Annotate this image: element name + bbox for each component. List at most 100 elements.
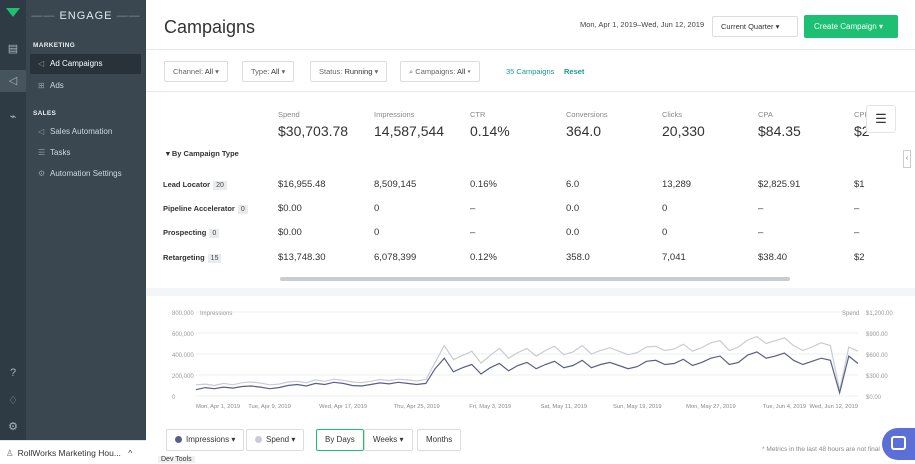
gear-icon: ⚙ [38,169,46,178]
cell: 0.12% [470,252,497,263]
x-tick-label: Tue, Jun 4, 2019 [763,404,806,410]
months-button[interactable]: Months [417,429,462,451]
legend-dot-impressions [175,436,182,443]
campaign-count-badge: 0 [209,229,220,238]
cell: – [854,227,860,238]
gear-icon[interactable]: ⚙ [8,421,18,433]
x-tick-label: Thu, Apr 25, 2019 [394,404,440,410]
logo-icon[interactable] [6,8,20,17]
chevron-down-icon: ▾ [775,22,780,31]
cell: $13,748.30 [278,252,326,263]
sidebar-item-sales-automation[interactable]: ◁ Sales Automation [30,122,141,142]
grid-icon: ⊞ [38,81,45,90]
x-tick-label: Sat, May 11, 2019 [540,404,587,410]
cell: 7,041 [662,252,686,263]
horizontal-scrollbar[interactable] [280,277,790,281]
megaphone-icon: ◁ [38,59,45,68]
header-impressions[interactable]: Impressions [374,110,415,119]
calendar-icon[interactable]: ▤ [7,43,19,55]
sidebar-section-marketing: MARKETING [33,42,76,49]
group-by-toggle[interactable]: ▾ By Campaign Type [166,149,239,158]
x-tick-label: Sun, May 19, 2019 [613,404,662,410]
x-tick-label: Mon, May 27, 2019 [686,404,736,410]
bell-icon[interactable]: ♢ [8,395,18,407]
campaigns-filter[interactable]: ⌕ Campaigns: All ▾ [400,61,480,82]
cell: 8,509,145 [374,179,417,190]
quarter-select[interactable]: Current Quarter ▾ [712,16,798,37]
campaign-count-badge: 0 [237,205,248,214]
cell: $38.40 [758,252,788,263]
cell: 0 [374,203,380,214]
help-icon[interactable]: ? [9,367,17,379]
header-cpi[interactable]: CPI [854,110,867,119]
total-impressions: 14,587,544 [374,123,445,139]
sidebar-item-tasks[interactable]: ☰ Tasks [30,143,141,163]
left-tick-label: 400,000 [172,353,194,359]
total-ctr: 0.14% [470,123,510,139]
cell: $16,955.48 [278,179,326,190]
chevron-down-icon: ▾ [291,435,296,444]
search-icon: ⌕ [409,67,414,76]
status-filter[interactable]: Status: Running ▾ [310,61,388,82]
chevron-down-icon: ▾ [374,67,379,76]
cell: – [470,227,476,238]
left-axis-label: Impressions [200,311,232,317]
sidebar-section-sales: SALES [33,110,57,117]
cell: 13,289 [662,179,692,190]
cell: – [758,203,764,214]
x-tick-label: Fri, May 3, 2019 [469,404,511,410]
account-switcher[interactable]: ♙ RollWorks Marketing Hou... ^ [0,440,146,464]
chart-icon[interactable]: ⌁ [9,111,17,123]
menu-icon[interactable]: ☰ [866,105,896,133]
cell: 358.0 [566,252,590,263]
type-filter[interactable]: Type: All ▾ [242,61,295,82]
panel-toggle[interactable]: ‹ [903,150,911,168]
row-label-pipeline-accelerator[interactable]: Pipeline Accelerator 0 [163,204,248,214]
date-range-picker[interactable]: Mon, Apr 1, 2019–Wed, Jun 12, 2019 [580,20,705,29]
dev-tools-toggle[interactable]: Dev Tools [158,456,195,463]
left-tick-label: 0 [172,395,176,401]
chevron-down-icon: ▾ [878,22,883,31]
row-label-retargeting[interactable]: Retargeting 15 [163,253,222,263]
cell: 6,078,399 [374,252,417,263]
cell: – [470,203,476,214]
cell: 0 [374,227,380,238]
header-spend[interactable]: Spend [278,110,300,119]
campaign-count-badge: 15 [207,254,222,263]
account-name: RollWorks Marketing Hou... [17,448,121,458]
spend-metric-select[interactable]: Spend ▾ [246,429,305,451]
weeks-button[interactable]: Weeks ▾ [364,429,413,451]
channel-filter[interactable]: Channel: All ▾ [164,61,228,82]
total-cpa: $84.35 [758,123,801,139]
cell: 6.0 [566,179,580,190]
reset-filters-link[interactable]: Reset [564,67,585,76]
chart-panel: 800,000 600,000 400,000 200,000 0 $1,200.00 $… [146,296,915,464]
header-conversions[interactable]: Conversions [566,110,608,119]
sidebar-item-ad-campaigns[interactable]: ◁ Ad Campaigns [30,54,141,74]
cell: 0 [662,203,668,214]
sidebar-item-ads[interactable]: ⊞ Ads [30,76,141,96]
list-icon: ☰ [38,148,46,157]
impressions-metric-select[interactable]: Impressions ▾ [166,429,245,451]
left-tick-label: 800,000 [172,311,194,317]
metrics-footnote: * Metrics in the last 48 hours are not f… [762,446,880,453]
chevron-down-icon: ▾ [467,67,471,76]
sidebar-item-automation-settings[interactable]: ⚙ Automation Settings [30,164,141,184]
header-cpa[interactable]: CPA [758,110,773,119]
cell: 0.0 [566,203,580,214]
right-axis-label: Spend [842,311,859,317]
by-days-button[interactable]: By Days [316,429,364,451]
header-clicks[interactable]: Clicks [662,110,682,119]
chevron-up-icon: ^ [128,448,133,458]
header-ctr[interactable]: CTR [470,110,486,119]
create-campaign-button[interactable]: Create Campaign ▾ [804,15,898,38]
right-tick-label: $300.00 [866,374,888,380]
total-spend: $30,703.78 [278,123,349,139]
chevron-down-icon: ▾ [215,67,219,76]
legend-dot-spend [255,436,262,443]
chat-launcher[interactable] [882,428,915,460]
megaphone-icon[interactable]: ◁ [0,70,26,92]
row-label-lead-locator[interactable]: Lead Locator 20 [163,180,227,190]
total-clicks: 20,330 [662,123,705,139]
row-label-prospecting[interactable]: Prospecting 0 [163,228,220,238]
